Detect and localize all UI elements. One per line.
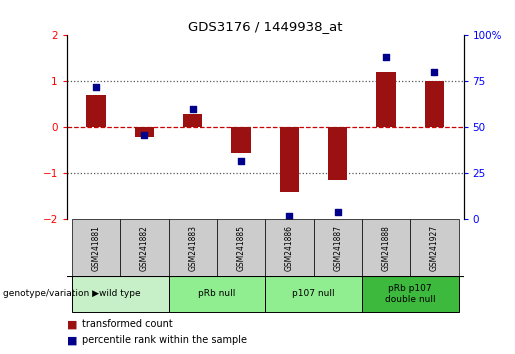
Point — [237, 158, 245, 164]
Bar — [280, 127, 299, 192]
Bar — [231, 127, 251, 153]
Text: GSM241887: GSM241887 — [333, 225, 342, 271]
Bar — [362, 219, 410, 276]
Bar — [183, 114, 202, 127]
Bar — [362, 276, 459, 312]
Text: p107 null: p107 null — [293, 289, 335, 298]
Text: pRb p107
double null: pRb p107 double null — [385, 284, 436, 303]
Title: GDS3176 / 1449938_at: GDS3176 / 1449938_at — [188, 20, 342, 33]
Bar — [168, 219, 217, 276]
Text: percentile rank within the sample: percentile rank within the sample — [82, 335, 247, 345]
Text: transformed count: transformed count — [82, 319, 173, 329]
Point — [431, 69, 439, 75]
Text: wild type: wild type — [99, 289, 141, 298]
Point — [140, 132, 148, 138]
Point — [334, 209, 342, 215]
Bar — [134, 127, 154, 137]
Bar — [376, 72, 396, 127]
Bar — [168, 276, 265, 312]
Text: genotype/variation ▶: genotype/variation ▶ — [3, 289, 98, 298]
Bar — [72, 219, 120, 276]
Text: ■: ■ — [67, 335, 77, 345]
Point — [285, 213, 294, 219]
Bar — [425, 81, 444, 127]
Bar — [410, 219, 459, 276]
Text: GSM241883: GSM241883 — [188, 225, 197, 271]
Text: GSM241888: GSM241888 — [382, 225, 390, 271]
Text: GSM241882: GSM241882 — [140, 225, 149, 271]
Bar — [265, 276, 362, 312]
Bar — [87, 95, 106, 127]
Text: GSM241885: GSM241885 — [236, 225, 246, 271]
Bar — [314, 219, 362, 276]
Bar — [217, 219, 265, 276]
Text: GSM241886: GSM241886 — [285, 225, 294, 271]
Bar — [120, 219, 168, 276]
Point — [382, 55, 390, 60]
Text: GSM241881: GSM241881 — [92, 225, 100, 271]
Text: pRb null: pRb null — [198, 289, 235, 298]
Bar — [265, 219, 314, 276]
Bar — [328, 127, 348, 181]
Point — [92, 84, 100, 90]
Text: GSM241927: GSM241927 — [430, 225, 439, 271]
Bar — [72, 276, 168, 312]
Point — [188, 106, 197, 112]
Text: ■: ■ — [67, 319, 77, 329]
